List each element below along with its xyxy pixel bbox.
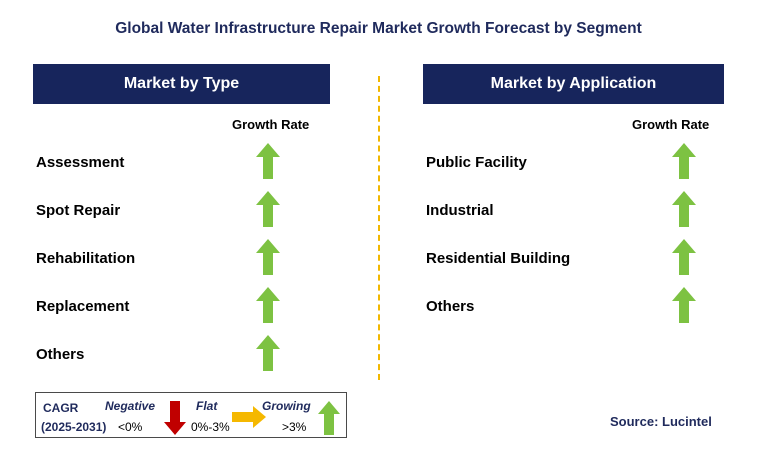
application-item-public-facility: Public Facility	[426, 154, 527, 171]
type-item-others: Others	[36, 346, 85, 363]
chart-title: Global Water Infrastructure Repair Marke…	[115, 20, 642, 37]
green-up-arrow-icon	[256, 191, 280, 227]
green-up-arrow-icon	[318, 401, 340, 435]
legend-negative-label: Negative	[105, 399, 156, 413]
legend-growing-label: Growing	[262, 399, 311, 413]
legend-negative-range: <0%	[118, 420, 143, 434]
green-up-arrow-icon	[672, 287, 696, 323]
green-up-arrow-icon	[256, 287, 280, 323]
legend-cagr-label: CAGR	[43, 401, 79, 415]
green-up-arrow-icon	[672, 143, 696, 179]
green-up-arrow-icon	[256, 239, 280, 275]
green-up-arrow-icon	[672, 239, 696, 275]
market-by-type-header-label: Market by Type	[123, 75, 240, 92]
application-item-others: Others	[426, 298, 475, 315]
market-by-type-header: Market by Type	[33, 64, 330, 104]
legend-period: (2025-2031)	[41, 420, 107, 434]
source-note: Source: Lucintel	[610, 414, 712, 429]
type-item-replacement: Replacement	[36, 298, 130, 315]
legend-flat-range: 0%-3%	[191, 420, 230, 434]
panel-divider	[378, 76, 380, 380]
type-item-rehabilitation: Rehabilitation	[36, 250, 136, 267]
green-up-arrow-icon	[256, 335, 280, 371]
green-up-arrow-icon	[672, 191, 696, 227]
legend-flat-label: Flat	[196, 399, 218, 413]
market-by-application-header: Market by Application	[423, 64, 724, 104]
left-growth-rate-label: Growth Rate	[232, 117, 310, 132]
type-item-assessment: Assessment	[36, 154, 125, 171]
market-by-application-header-label: Market by Application	[490, 75, 657, 92]
green-up-arrow-icon	[256, 143, 280, 179]
cagr-legend: CAGR (2025-2031) Negative <0% Flat 0%-3%…	[35, 392, 347, 438]
red-down-arrow-icon	[164, 401, 186, 435]
type-item-spot-repair: Spot Repair	[36, 202, 121, 219]
legend-growing-range: >3%	[282, 420, 307, 434]
application-item-residential-building: Residential Building	[426, 250, 571, 267]
application-item-industrial: Industrial	[426, 202, 494, 219]
yellow-right-arrow-icon	[232, 406, 266, 428]
right-growth-rate-label: Growth Rate	[632, 117, 710, 132]
